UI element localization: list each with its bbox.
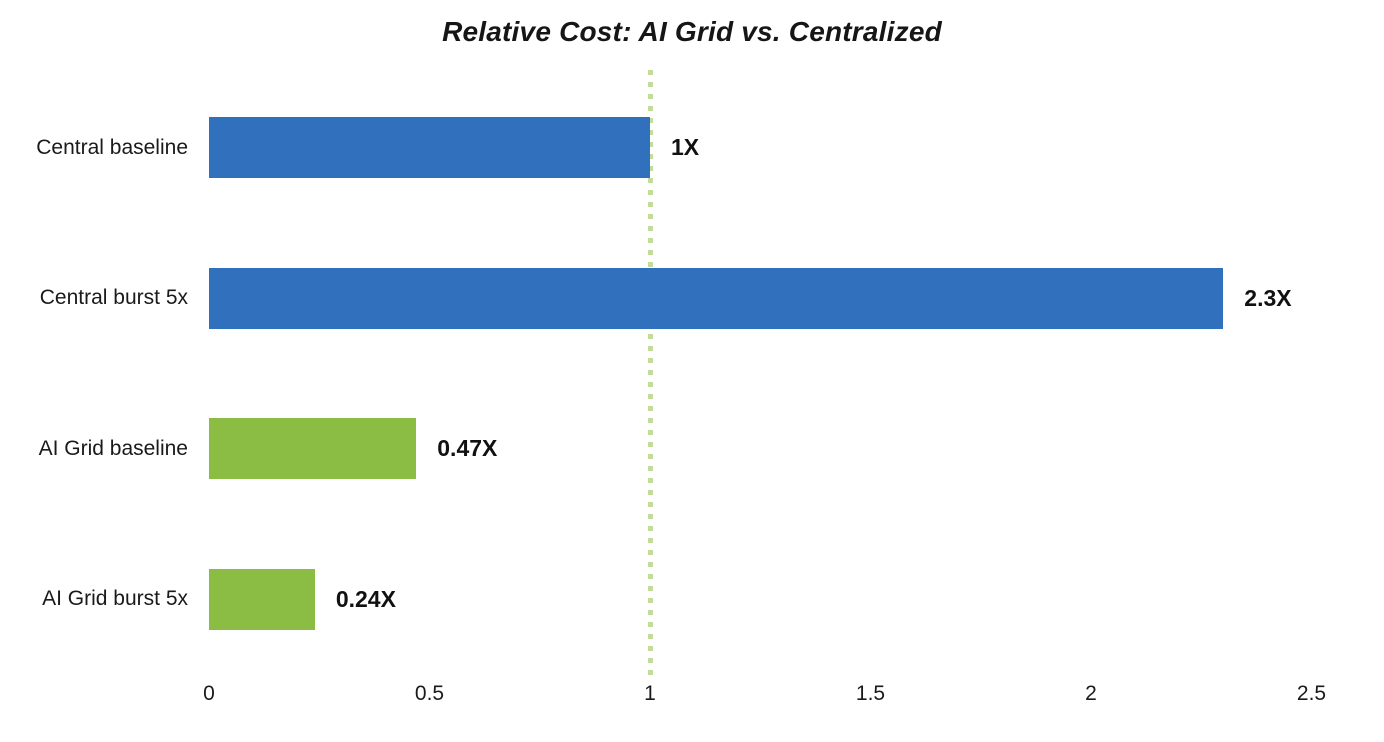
x-tick-label: 2 bbox=[1085, 682, 1097, 705]
x-tick-label: 2.5 bbox=[1296, 682, 1327, 705]
x-tick-label: 1.5 bbox=[855, 682, 886, 705]
bar bbox=[209, 117, 650, 178]
value-label: 0.24X bbox=[335, 585, 396, 612]
bar-row: AI Grid burst 5x 0.24X bbox=[0, 568, 1384, 630]
value-label: 1X bbox=[671, 134, 700, 160]
bar bbox=[209, 568, 315, 630]
bar bbox=[209, 267, 1224, 329]
bar-row: Central burst 5x 2.3X bbox=[0, 267, 1384, 329]
x-axis: 0 0.5 1 1.5 2 2.5 bbox=[0, 682, 1384, 712]
value-label: 2.3X bbox=[1244, 284, 1292, 311]
x-tick-label: 0 bbox=[203, 682, 215, 705]
category-label: AI Grid baseline bbox=[38, 436, 188, 460]
bar-row: AI Grid baseline 0.47X bbox=[0, 418, 1384, 479]
category-label: Central burst 5x bbox=[39, 286, 188, 309]
chart-title: Relative Cost: AI Grid vs. Centralized bbox=[442, 16, 942, 47]
reference-line-1x bbox=[648, 70, 653, 677]
category-label: Central baseline bbox=[36, 135, 188, 159]
value-label: 0.47X bbox=[437, 435, 498, 461]
bar bbox=[209, 418, 417, 479]
bar-row: Central baseline 1X bbox=[0, 117, 1384, 178]
category-label: AI Grid burst 5x bbox=[42, 587, 188, 610]
x-tick-label: 0.5 bbox=[414, 682, 445, 705]
x-tick-label: 1 bbox=[644, 682, 656, 705]
